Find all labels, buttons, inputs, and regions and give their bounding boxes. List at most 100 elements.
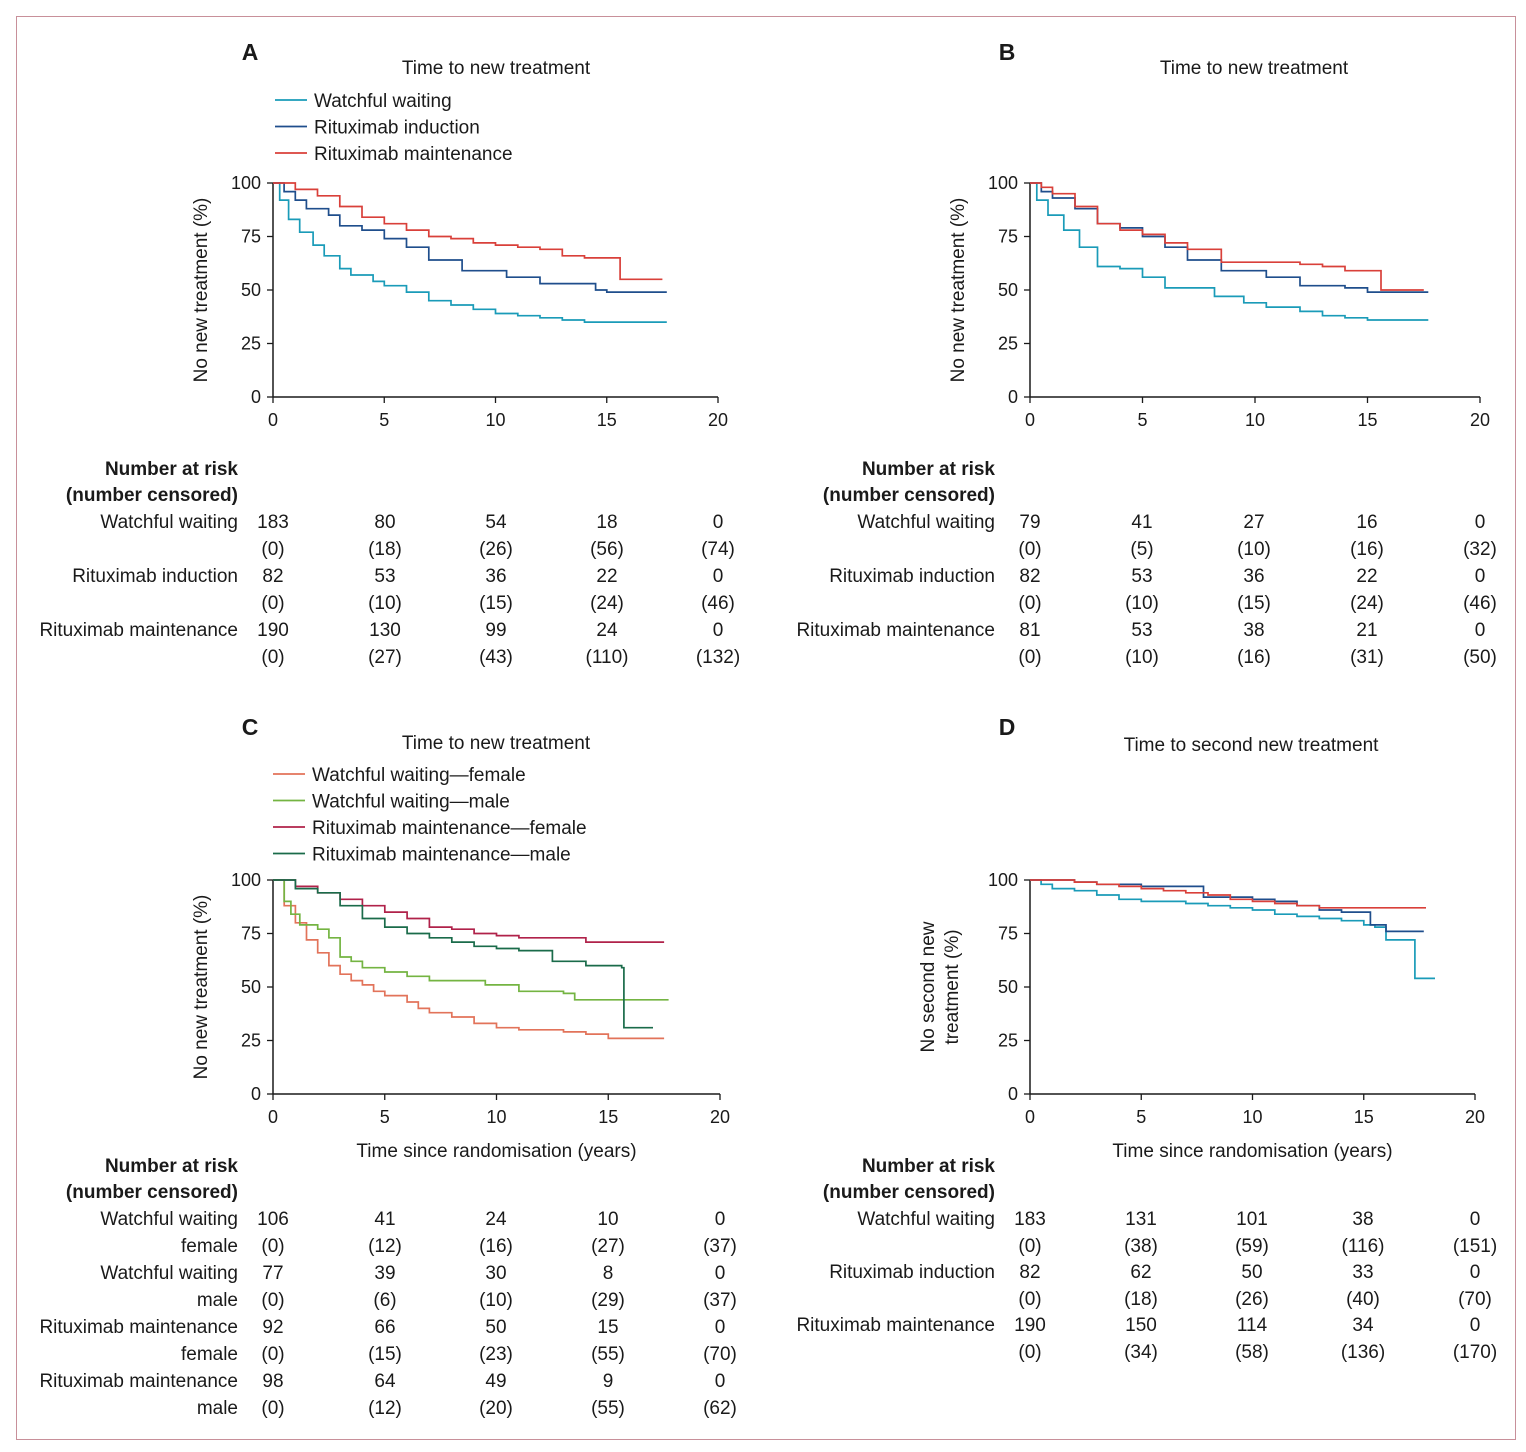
legend-label: Watchful waiting bbox=[314, 91, 452, 112]
risk-censored-value: (37) bbox=[703, 1290, 737, 1311]
km-curve-rituximab-induction bbox=[1030, 182, 1429, 293]
risk-row-label: Watchful waiting bbox=[100, 1263, 238, 1284]
y-tick-label: 100 bbox=[988, 173, 1018, 193]
risk-censored-value: (16) bbox=[1350, 539, 1384, 560]
risk-at-risk-value: 183 bbox=[1014, 1209, 1046, 1230]
y-tick-label: 0 bbox=[251, 387, 261, 407]
risk-censored-value: (0) bbox=[1018, 539, 1041, 560]
risk-row-label: Rituximab maintenance bbox=[796, 1315, 995, 1336]
risk-at-risk-value: 190 bbox=[1014, 1315, 1046, 1336]
risk-censored-value: (0) bbox=[261, 1344, 284, 1365]
risk-at-risk-value: 33 bbox=[1352, 1262, 1373, 1283]
risk-at-risk-value: 38 bbox=[1243, 620, 1264, 641]
risk-censored-value: (15) bbox=[1237, 593, 1271, 614]
risk-at-risk-value: 50 bbox=[485, 1317, 506, 1338]
risk-at-risk-value: 130 bbox=[369, 620, 401, 641]
risk-at-risk-value: 183 bbox=[257, 512, 289, 533]
y-axis-label: No new treatment (%) bbox=[948, 198, 969, 383]
panel-a: A Time to new treatment Watchful waiting Ri… bbox=[39, 39, 740, 668]
risk-at-risk-value: 101 bbox=[1236, 1209, 1268, 1230]
km-curve-rituximab-induction bbox=[273, 182, 667, 293]
risk-censored-value: (6) bbox=[373, 1290, 396, 1311]
legend-label: Watchful waiting—male bbox=[312, 792, 510, 813]
risk-row-label: Rituximab maintenance bbox=[39, 1317, 238, 1338]
y-tick-label: 100 bbox=[988, 870, 1018, 890]
x-tick-label: 15 bbox=[598, 1107, 618, 1127]
x-tick-label: 20 bbox=[710, 1107, 730, 1127]
risk-at-risk-value: 79 bbox=[1019, 512, 1040, 533]
risk-censored-value: (0) bbox=[261, 647, 284, 668]
risk-censored-value: (23) bbox=[479, 1344, 513, 1365]
risk-at-risk-value: 39 bbox=[374, 1263, 395, 1284]
risk-censored-value: (24) bbox=[590, 593, 624, 614]
risk-censored-value: (12) bbox=[368, 1236, 402, 1257]
risk-at-risk-value: 0 bbox=[713, 620, 724, 641]
km-curve-watchful-waiting bbox=[1030, 182, 1429, 321]
risk-censored-value: (116) bbox=[1342, 1236, 1385, 1257]
risk-at-risk-value: 54 bbox=[485, 512, 507, 533]
risk-at-risk-value: 0 bbox=[1475, 512, 1486, 533]
risk-row-label: Rituximab induction bbox=[829, 566, 995, 587]
risk-censored-value: (0) bbox=[261, 1398, 284, 1419]
y-tick-label: 25 bbox=[241, 1031, 261, 1051]
risk-at-risk-value: 66 bbox=[374, 1317, 395, 1338]
y-tick-label: 50 bbox=[241, 977, 261, 997]
risk-censored-value: (58) bbox=[1235, 1342, 1269, 1363]
km-curve-watchful-waiting bbox=[1030, 879, 1435, 980]
y-tick-label: 75 bbox=[998, 924, 1018, 944]
chart-title: Time to new treatment bbox=[1160, 58, 1349, 79]
y-axis-label: No new treatment (%) bbox=[191, 895, 212, 1080]
risk-table-subheading: (number censored) bbox=[66, 1182, 238, 1203]
risk-row-sublabel: female bbox=[181, 1344, 238, 1365]
x-tick-label: 15 bbox=[597, 410, 617, 430]
risk-at-risk-value: 53 bbox=[1131, 620, 1152, 641]
risk-row-label: Rituximab induction bbox=[72, 566, 238, 587]
risk-at-risk-value: 10 bbox=[597, 1209, 618, 1230]
risk-censored-value: (43) bbox=[479, 647, 513, 668]
x-tick-label: 10 bbox=[485, 410, 505, 430]
risk-at-risk-value: 0 bbox=[715, 1263, 726, 1284]
y-tick-label: 50 bbox=[241, 280, 261, 300]
risk-table-heading: Number at risk bbox=[862, 459, 995, 480]
y-tick-label: 75 bbox=[241, 227, 261, 247]
risk-censored-value: (46) bbox=[701, 593, 735, 614]
y-axis-label: treatment (%) bbox=[942, 929, 963, 1044]
risk-at-risk-value: 190 bbox=[257, 620, 289, 641]
panel-letter: B bbox=[999, 39, 1016, 65]
risk-censored-value: (27) bbox=[368, 647, 402, 668]
risk-row-label: Rituximab maintenance bbox=[39, 1371, 238, 1392]
km-curve-watchful-waiting bbox=[273, 182, 667, 323]
risk-censored-value: (40) bbox=[1346, 1289, 1380, 1310]
legend-label: Watchful waiting—female bbox=[312, 765, 526, 786]
risk-table-subheading: (number censored) bbox=[66, 485, 238, 506]
risk-censored-value: (0) bbox=[1018, 647, 1041, 668]
risk-row-label: Rituximab induction bbox=[829, 1262, 995, 1283]
y-tick-label: 50 bbox=[998, 280, 1018, 300]
risk-at-risk-value: 8 bbox=[603, 1263, 614, 1284]
y-tick-label: 25 bbox=[998, 334, 1018, 354]
risk-censored-value: (38) bbox=[1124, 1236, 1158, 1257]
risk-censored-value: (170) bbox=[1453, 1342, 1497, 1363]
risk-censored-value: (0) bbox=[1018, 593, 1041, 614]
risk-censored-value: (10) bbox=[368, 593, 402, 614]
risk-at-risk-value: 0 bbox=[713, 566, 724, 587]
x-tick-label: 5 bbox=[379, 410, 389, 430]
risk-censored-value: (27) bbox=[591, 1236, 625, 1257]
risk-censored-value: (70) bbox=[703, 1344, 737, 1365]
x-axis-label: Time since randomisation (years) bbox=[356, 1141, 636, 1162]
risk-censored-value: (10) bbox=[1125, 593, 1159, 614]
risk-censored-value: (31) bbox=[1350, 647, 1384, 668]
risk-censored-value: (20) bbox=[479, 1398, 513, 1419]
risk-censored-value: (136) bbox=[1341, 1342, 1385, 1363]
risk-censored-value: (46) bbox=[1463, 593, 1497, 614]
km-curve-rituximab-maintenance-male bbox=[273, 879, 653, 1029]
panel-b: B Time to new treatment 0 25 50 75 100 0 5 10 15 20… bbox=[796, 39, 1496, 668]
risk-at-risk-value: 150 bbox=[1125, 1315, 1157, 1336]
chart-title: Time to new treatment bbox=[402, 733, 591, 754]
risk-at-risk-value: 50 bbox=[1241, 1262, 1262, 1283]
x-tick-label: 0 bbox=[268, 1107, 278, 1127]
risk-table-heading: Number at risk bbox=[105, 459, 238, 480]
figure-border bbox=[16, 16, 1516, 1440]
risk-censored-value: (55) bbox=[591, 1344, 625, 1365]
